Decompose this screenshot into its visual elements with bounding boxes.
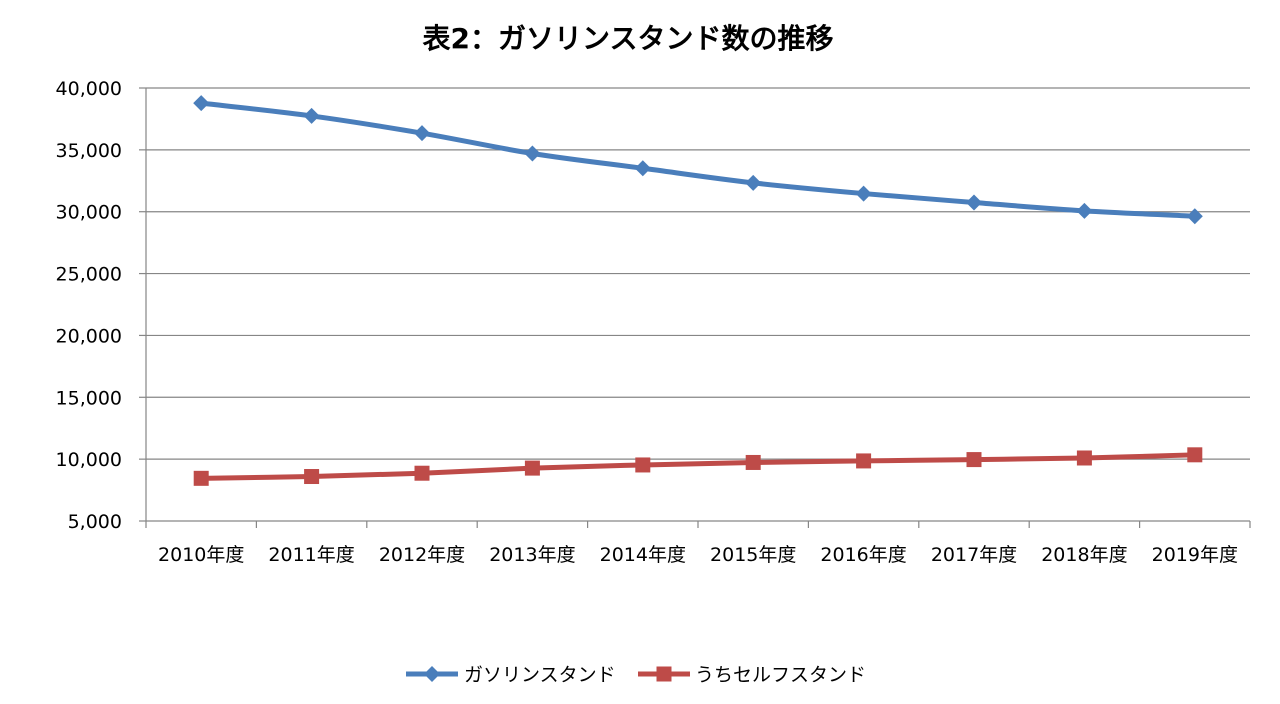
y-tick-label: 40,000 [56,78,122,100]
data-point-square [966,452,982,468]
legend-label-1: ガソリンスタンド [464,664,616,686]
x-tick-label: 2018年度 [1041,544,1127,566]
y-tick-label: 15,000 [56,387,122,409]
legend: ガソリンスタンド うちセルフスタンド [406,664,866,686]
legend-marker-square [656,666,672,682]
y-tick-label: 30,000 [56,202,122,224]
y-tick-label: 10,000 [56,449,122,471]
x-tick-label: 2016年度 [820,544,906,566]
data-point-square [635,457,651,473]
data-point-square [414,465,430,481]
data-point-square [193,470,209,486]
data-point-diamond [855,185,872,202]
data-point-diamond [303,107,320,124]
series-line-1 [200,100,1195,219]
gridlines [146,87,1250,460]
y-tick-label: 20,000 [56,325,122,347]
data-point-square [1076,450,1092,466]
legend-marker-diamond [424,666,440,682]
y-axis-ticks: 5,000 10,000 15,000 20,000 25,000 30,000 35,00… [56,78,146,533]
data-point-diamond [1076,202,1093,219]
series-line-2 [201,452,1195,481]
x-axis-ticks: 2010年度 2011年度 2012年度 2013年度 2014年度 2015年度 2016… [145,521,1251,566]
x-tick-label: 2012年度 [379,544,465,566]
x-tick-label: 2019年度 [1152,544,1238,566]
y-tick-label: 25,000 [56,264,122,286]
data-point-diamond [524,145,541,162]
data-point-diamond [634,160,651,177]
legend-label-2: うちセルフスタンド [695,664,866,686]
data-point-square [745,454,761,470]
x-tick-label: 2010年度 [158,544,244,566]
y-tick-label: 5,000 [68,511,122,533]
data-point-diamond [193,95,210,112]
chart-title: 表2：ガソリンスタンド数の推移 [423,22,834,55]
x-tick-label: 2014年度 [600,544,686,566]
data-point-diamond [1186,208,1203,225]
data-point-square [524,460,540,476]
data-point-square [1187,447,1203,463]
series-group [193,95,1203,486]
x-tick-label: 2017年度 [931,544,1017,566]
x-tick-label: 2015年度 [710,544,796,566]
x-tick-label: 2011年度 [268,544,354,566]
data-point-square [304,469,320,485]
data-point-square [856,453,872,469]
data-point-diamond [966,194,982,211]
y-tick-label: 35,000 [56,140,122,162]
data-point-diamond [745,174,762,191]
x-tick-label: 2013年度 [489,544,575,566]
data-point-diamond [414,125,430,142]
